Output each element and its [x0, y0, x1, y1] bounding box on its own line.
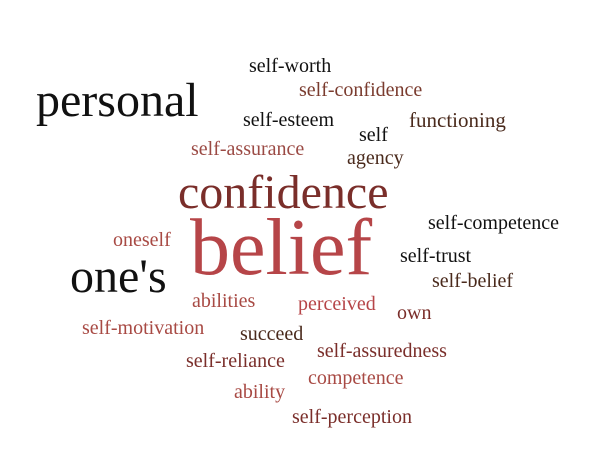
word-self-worth: self-worth	[249, 55, 332, 77]
word-self-esteem: self-esteem	[243, 109, 335, 131]
word-personal: personal	[36, 74, 199, 127]
word-abilities: abilities	[192, 290, 256, 312]
word-self-competence: self-competence	[428, 212, 560, 234]
word-self-belief: self-belief	[432, 270, 514, 292]
word-succeed: succeed	[240, 323, 304, 345]
word-competence: competence	[308, 367, 404, 389]
word-self-confidence: self-confidence	[299, 79, 423, 101]
word-self-assuredness: self-assuredness	[317, 340, 447, 362]
word-self-motivation: self-motivation	[82, 317, 205, 339]
word-self-assurance: self-assurance	[191, 138, 305, 160]
word-ones: one's	[70, 250, 167, 303]
word-oneself: oneself	[113, 229, 171, 251]
word-self-trust: self-trust	[400, 245, 472, 267]
word-ability: ability	[234, 381, 286, 403]
word-functioning: functioning	[409, 108, 506, 132]
word-self-perception: self-perception	[292, 406, 412, 428]
word-self-reliance: self-reliance	[186, 350, 285, 372]
word-agency: agency	[347, 147, 404, 169]
word-belief: belief	[190, 204, 373, 292]
word-self: self	[359, 124, 388, 146]
word-confidence: confidence	[178, 166, 389, 219]
word-own: own	[397, 302, 432, 324]
word-perceived: perceived	[298, 293, 376, 315]
